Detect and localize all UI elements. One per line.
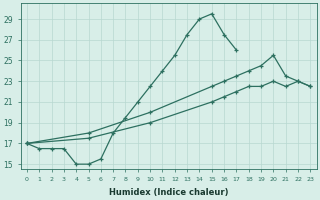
X-axis label: Humidex (Indice chaleur): Humidex (Indice chaleur) xyxy=(109,188,228,197)
